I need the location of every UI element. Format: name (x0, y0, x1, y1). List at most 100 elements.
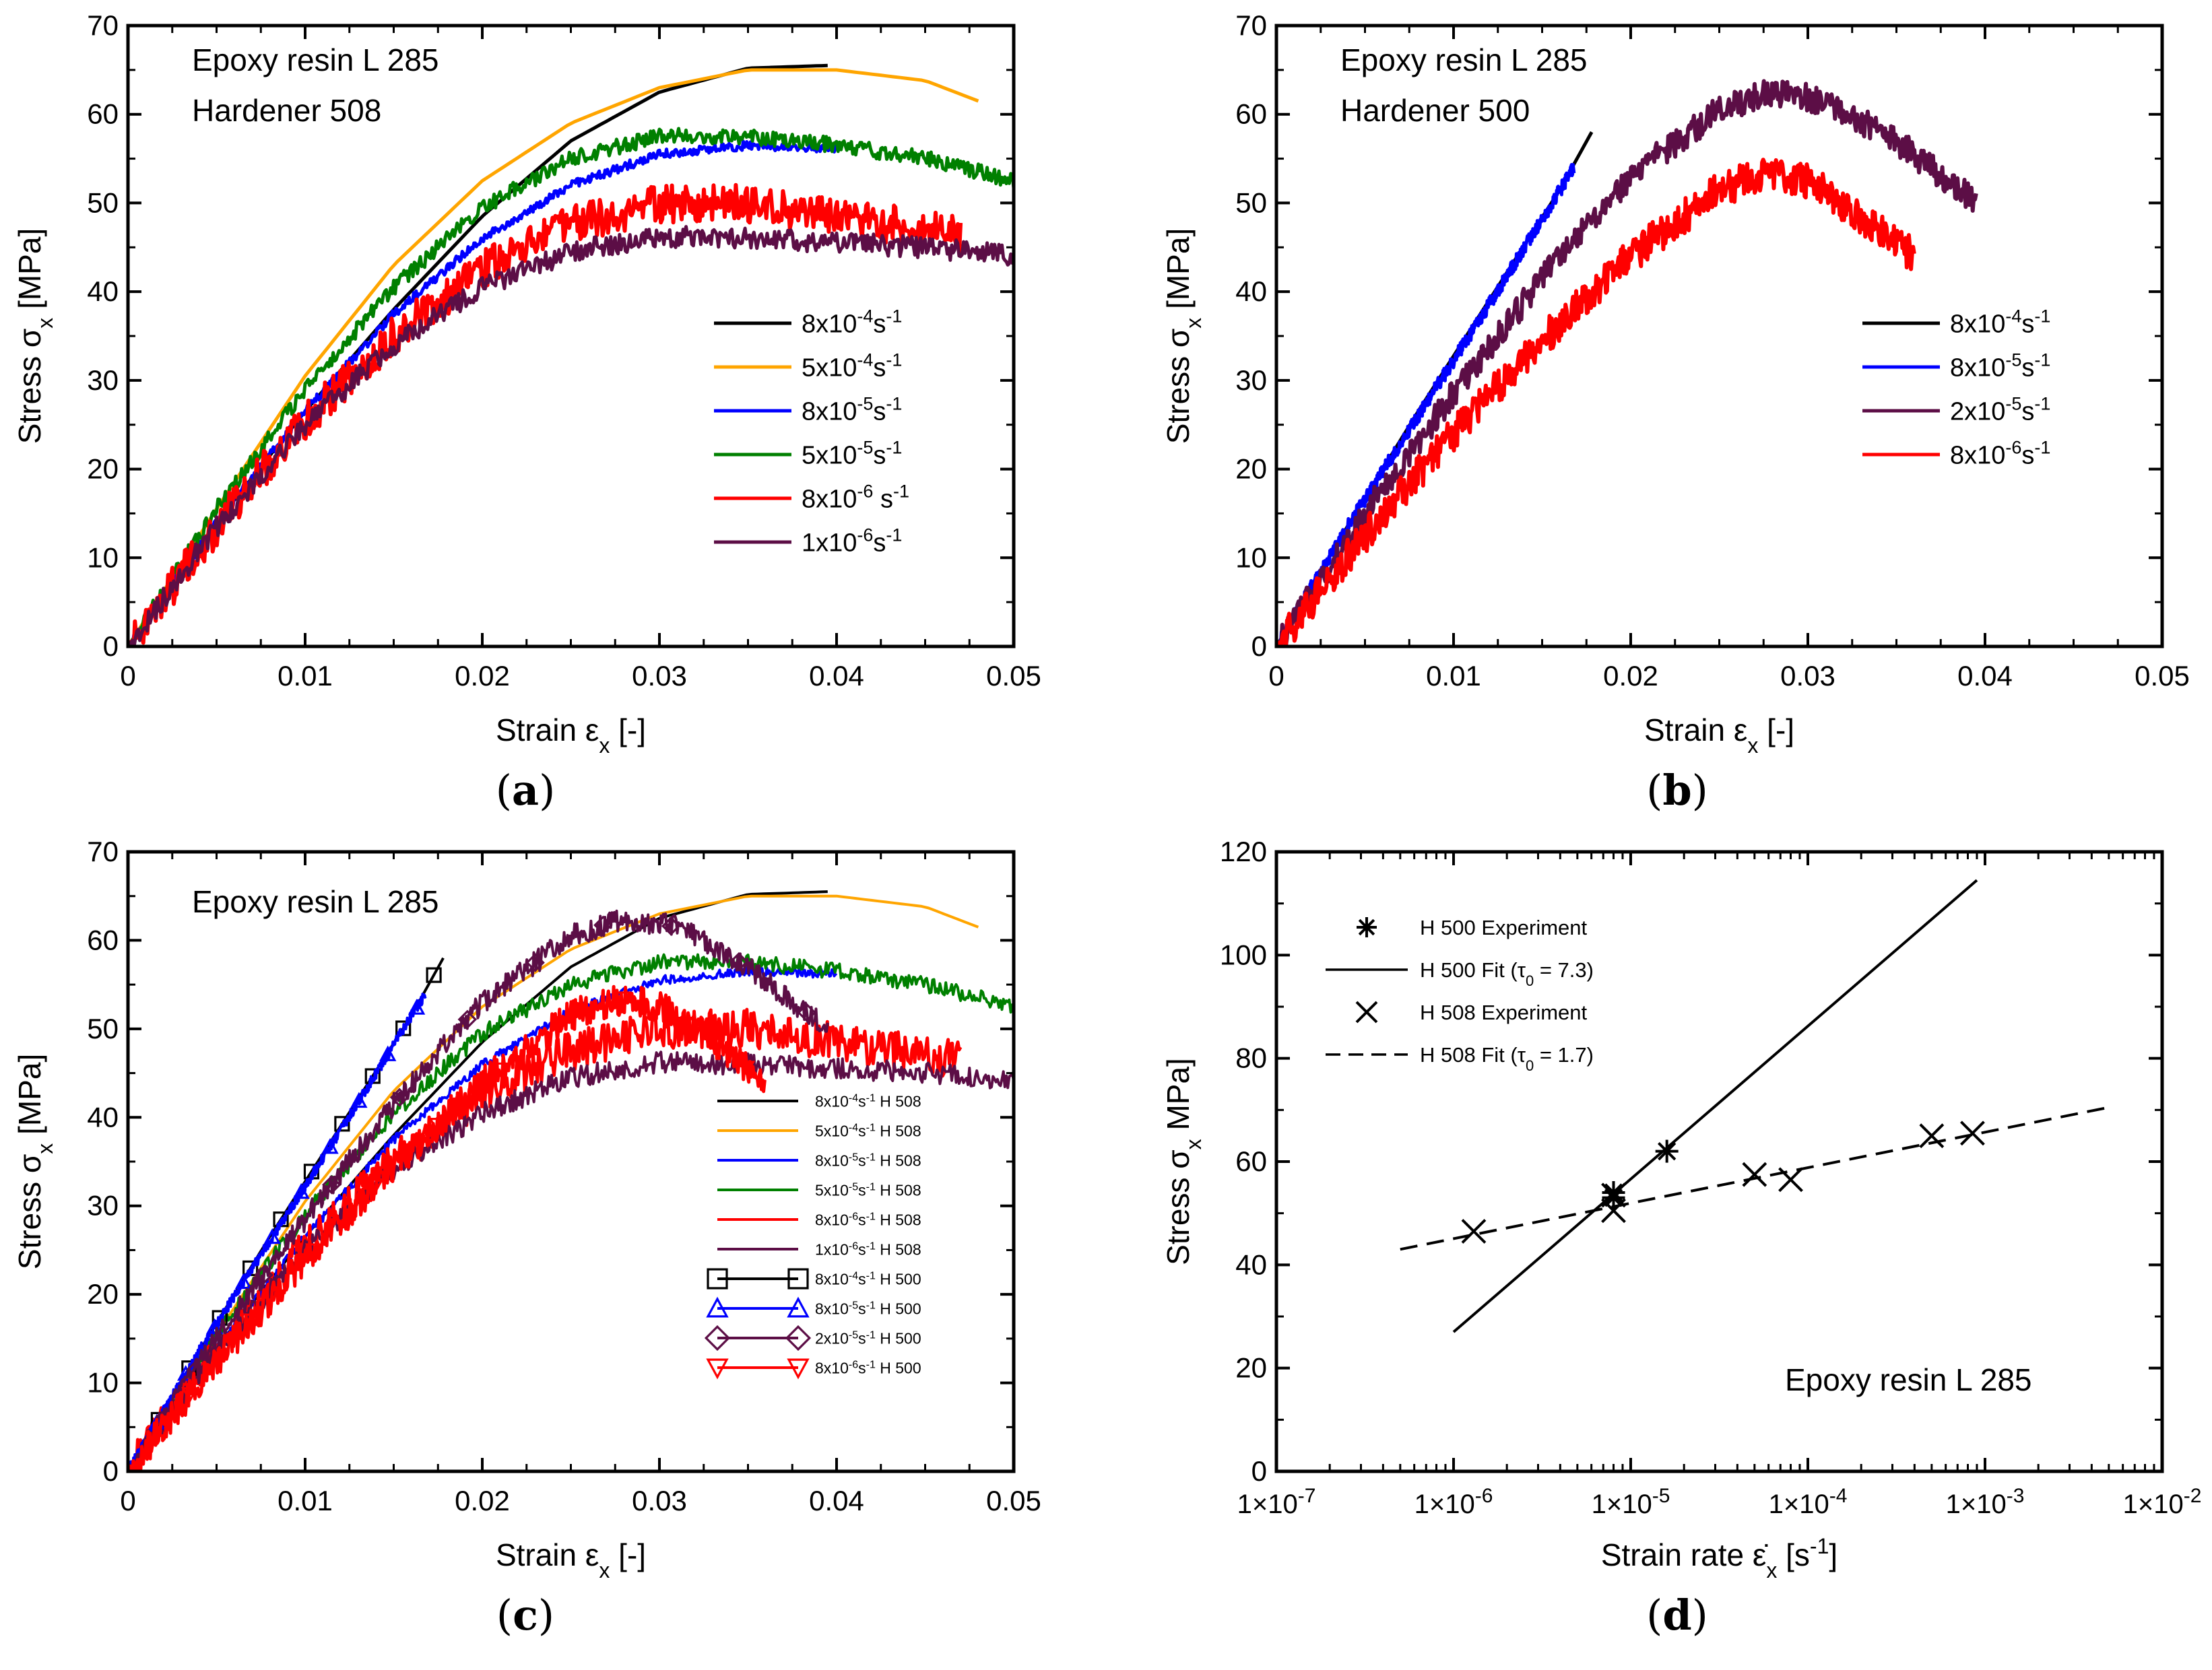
x-axis-label: Strain rate ε̇x [s-1] (1601, 1534, 1837, 1582)
y-tick-label: 70 (87, 9, 119, 41)
legend-label: 8x10-5s-1 (1950, 350, 2050, 382)
x-tick-label: 0.05 (986, 660, 1041, 692)
y-axis-label: Stress σx MPa] (1161, 1058, 1206, 1265)
x-tick-label: 1×10-6 (1414, 1485, 1493, 1520)
y-tick-label: 60 (1235, 98, 1267, 130)
annotation-text: Hardener 508 (192, 93, 381, 128)
series-marker (676, 1016, 694, 1033)
panel-caption: (c) (496, 1591, 554, 1640)
legend-marker (704, 1325, 731, 1351)
series-line (1276, 158, 1916, 646)
series-line (1452, 879, 1978, 1333)
x-tick-label: 0.01 (278, 1485, 333, 1516)
x-tick-label: 1×10-4 (1769, 1485, 1848, 1520)
series-marker (797, 1003, 816, 1022)
legend-label: 5x10-4s-1 (802, 350, 902, 382)
legend-marker (787, 1358, 810, 1380)
series-line (128, 966, 838, 1471)
legend-marker (707, 1268, 728, 1290)
legend-label: 8x10-5s-1 H 508 (815, 1151, 921, 1170)
legend-label: 5x10-5s-1 H 508 (815, 1181, 921, 1199)
legend-label: 8x10-6s-1 H 508 (815, 1211, 921, 1229)
y-tick-label: 70 (87, 836, 119, 867)
x-tick-label: 0.02 (1603, 660, 1658, 692)
y-tick-label: 0 (1251, 630, 1267, 662)
y-tick-label: 100 (1220, 939, 1267, 970)
y-tick-label: 10 (87, 541, 119, 573)
data-point (1461, 1219, 1487, 1244)
x-tick-label: 0.05 (2135, 660, 2190, 692)
legend-label: H 508 Fit (τ0 = 1.7) (1420, 1043, 1594, 1074)
x-tick-label: 0.03 (632, 660, 687, 692)
annotation-text: Epoxy resin L 285 (1785, 1362, 2032, 1397)
series-marker (322, 1175, 341, 1195)
series-line (128, 127, 1014, 646)
x-tick-label: 0.03 (1780, 660, 1835, 692)
data-point (1742, 1162, 1767, 1187)
plot-area (1400, 879, 2110, 1333)
y-axis-label: Stress σx [MPa] (12, 228, 57, 444)
legend-label: 8x10-4s-1 H 500 (815, 1270, 921, 1288)
legend-label: 8x10-5s-1 H 500 (815, 1300, 921, 1318)
y-tick-label: 60 (1235, 1145, 1267, 1177)
series-marker (661, 916, 681, 936)
plot-area (128, 890, 1014, 1471)
series-line (128, 909, 829, 1471)
legend-label: H 500 Experiment (1420, 916, 1588, 939)
panel-d: 0 20 40 60 80 100 120 1×10-7 1×10-6 1×10-5 1×10-4 1… (1161, 836, 2201, 1640)
series-marker (379, 1045, 397, 1061)
annotation-text: Epoxy resin L 285 (1340, 42, 1588, 77)
series-marker (242, 1313, 261, 1330)
series-line (1400, 1106, 2110, 1251)
series-marker (321, 1137, 339, 1154)
data-point (1655, 1139, 1679, 1163)
series-line (128, 993, 427, 1471)
y-tick-label: 40 (87, 275, 119, 307)
y-tick-label: 60 (87, 924, 119, 956)
series-line (128, 953, 1014, 1471)
x-tick-label: 0.02 (455, 1485, 510, 1516)
legend-label: 8x10-4s-1 (802, 306, 902, 339)
series-marker (729, 951, 749, 972)
panel-caption: (b) (1646, 766, 1708, 815)
panel-caption: (d) (1646, 1591, 1708, 1640)
y-tick-label: 80 (1235, 1042, 1267, 1074)
x-tick-label: 0.04 (809, 1485, 864, 1516)
legend-label: 8x10-4s-1 H 508 (815, 1092, 921, 1110)
x-tick-label: 1×10-2 (2123, 1485, 2202, 1520)
legend-label: 8x10-6s-1 (1950, 438, 2050, 470)
series-marker (181, 1387, 199, 1403)
series-marker (490, 1062, 508, 1079)
y-tick-label: 0 (1251, 1455, 1267, 1487)
panel-c: 0 10 20 30 40 50 60 70 0 0.01 0.02 0.03 0.04 0.05 Stra… (12, 836, 1041, 1640)
x-tick-label: 0.03 (632, 1485, 687, 1516)
x-tick-label: 1×10-7 (1237, 1485, 1316, 1520)
series-marker (350, 1092, 368, 1108)
series-marker (552, 1016, 570, 1032)
series-marker (428, 1118, 446, 1134)
legend-label: 8x10-6 s-1 (802, 481, 909, 514)
y-tick-label: 40 (87, 1101, 119, 1133)
legend-marker (785, 1325, 812, 1351)
panel-b: 0 10 20 30 40 50 60 70 0 0.01 0.02 0.03 0.04 0.05 Stra… (1161, 9, 2190, 815)
series-line (128, 984, 767, 1471)
y-tick-label: 120 (1220, 836, 1267, 867)
series-marker (205, 1318, 224, 1335)
legend-label: 8x10-5s-1 (802, 394, 902, 426)
x-tick-label: 0 (120, 1485, 135, 1516)
legend-label: 5x10-5s-1 (802, 438, 902, 470)
x-axis-label: Strain εx [-] (496, 1537, 646, 1582)
legend-marker (706, 1296, 729, 1318)
y-tick-label: 60 (87, 98, 119, 130)
x-tick-label: 0.04 (809, 660, 864, 692)
series-line (1276, 79, 1978, 646)
y-tick-label: 20 (87, 1278, 119, 1310)
x-tick-label: 1×10-5 (1592, 1485, 1670, 1520)
legend-marker (787, 1268, 809, 1290)
y-tick-label: 0 (103, 630, 119, 662)
annotation-text: Hardener 500 (1340, 93, 1530, 128)
series-marker (254, 1265, 273, 1285)
y-tick-label: 20 (1235, 1352, 1267, 1384)
y-tick-label: 10 (87, 1367, 119, 1399)
